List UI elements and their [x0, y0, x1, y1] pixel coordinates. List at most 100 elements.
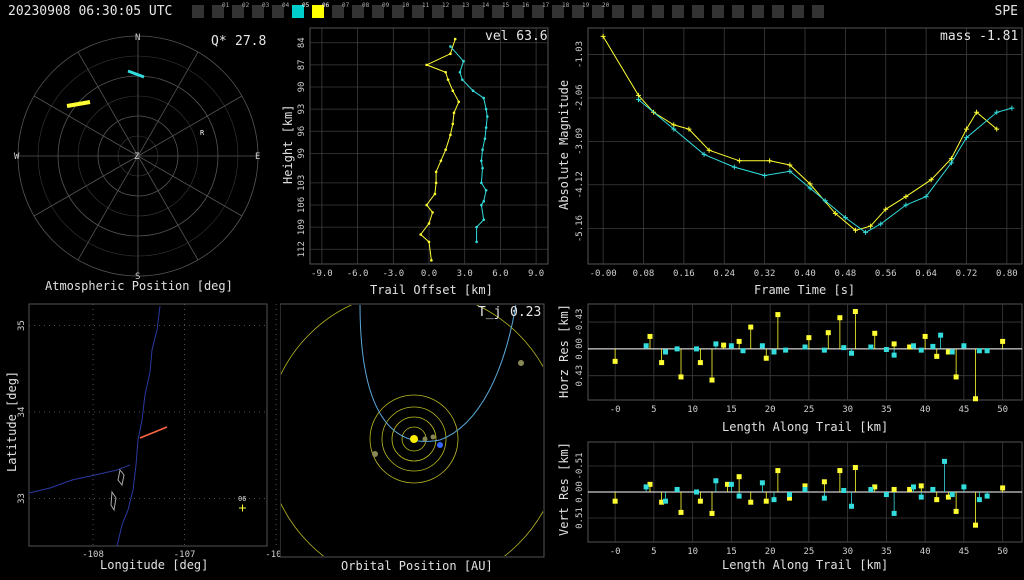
- residual-point: [891, 341, 897, 347]
- residual-point: [852, 465, 858, 471]
- timestamp: 20230908 06:30:05 UTC: [8, 4, 173, 19]
- y-tick-label: 99: [297, 148, 307, 159]
- data-point: [963, 126, 969, 132]
- data-point: [425, 203, 428, 207]
- y-tick-label: 33: [17, 493, 27, 504]
- data-point: [686, 126, 692, 132]
- polar-spoke: [137, 95, 243, 157]
- data-point: [430, 259, 433, 262]
- camera-tick-box: [332, 5, 344, 18]
- data-point: [433, 192, 437, 196]
- x-tick-label: -0: [610, 405, 621, 415]
- data-point: [481, 148, 484, 151]
- x-tick-label: 0.40: [794, 269, 816, 279]
- data-point: [852, 227, 858, 233]
- residual-point: [918, 347, 924, 353]
- x-tick-label: 0.32: [754, 269, 776, 279]
- residual-point: [612, 358, 618, 364]
- residual-point: [953, 374, 959, 380]
- data-point: [482, 96, 486, 100]
- residual-point: [945, 494, 951, 500]
- data-point: [787, 162, 793, 168]
- residual-point: [663, 349, 668, 355]
- x-tick-label: 50: [997, 547, 1008, 557]
- sun-icon: [410, 435, 418, 443]
- residual-point: [849, 503, 854, 509]
- y-tick-label: -1.03: [575, 41, 585, 68]
- data-point: [484, 188, 488, 192]
- residual-point: [883, 347, 889, 353]
- x-tick-label: -107: [174, 550, 196, 560]
- residual-point: [868, 486, 874, 492]
- data-point: [475, 240, 478, 244]
- data-point: [425, 63, 428, 67]
- trail-ylabel: Height [km]: [281, 105, 295, 184]
- data-point: [787, 168, 793, 174]
- data-point: [868, 223, 874, 229]
- x-tick-label: 0.64: [915, 269, 937, 279]
- camera-tick-box: [512, 5, 524, 18]
- residual-point: [647, 333, 653, 339]
- x-tick-label: -108: [82, 550, 104, 560]
- x-tick-label: 40: [920, 405, 931, 415]
- data-point: [883, 206, 889, 212]
- camera-tick-box: [552, 5, 564, 18]
- residual-point: [961, 343, 967, 349]
- camera-tick-box: [672, 5, 684, 18]
- x-tick-label: 3.0: [457, 269, 473, 279]
- planet-venus: [430, 434, 436, 440]
- orbit-frame: [279, 303, 545, 558]
- data-point: [452, 111, 456, 115]
- residual-point: [694, 346, 699, 352]
- residual-point: [783, 347, 789, 353]
- data-point: [863, 229, 869, 235]
- residual-point: [953, 508, 959, 514]
- data-point: [928, 177, 934, 183]
- residual-point: [1000, 485, 1006, 491]
- camera-tick-box: [212, 5, 224, 18]
- series-line: [638, 99, 1013, 233]
- residual-point: [709, 510, 715, 516]
- tj-label: T_j: [478, 305, 501, 320]
- camera-tick-label: 04: [282, 2, 290, 9]
- data-point: [1009, 105, 1015, 111]
- x-tick-label: 25: [803, 547, 814, 557]
- horz-res-ylabel: Horz Res [km]: [557, 304, 571, 398]
- polar-grid: [17, 35, 259, 277]
- data-point: [994, 109, 1000, 115]
- lonlat-ylabel: Latitude [deg]: [5, 371, 19, 472]
- camera-tick-label: 15: [502, 2, 510, 9]
- y-tick-label: 0.00: [575, 481, 585, 503]
- series-line: [450, 46, 488, 242]
- residual-point: [612, 498, 618, 504]
- planet-earth: [437, 442, 443, 448]
- residual-point: [721, 342, 727, 348]
- terrain-outline: [110, 468, 125, 512]
- residual-point: [659, 360, 665, 366]
- camera-tick-label: 03: [262, 2, 270, 9]
- residual-point: [922, 333, 928, 339]
- residual-point: [748, 324, 754, 330]
- x-tick-label: 6.0: [492, 269, 508, 279]
- residual-point: [643, 343, 649, 349]
- residual-point: [771, 349, 777, 355]
- residual-point: [802, 344, 808, 350]
- q-value: 27.8: [235, 34, 266, 49]
- data-point: [475, 225, 478, 229]
- data-point: [451, 89, 455, 92]
- x-tick-label: 0.08: [633, 269, 655, 279]
- residual-point: [736, 338, 742, 344]
- camera-tick-box: [192, 5, 204, 18]
- x-tick-label: -0: [610, 547, 621, 557]
- orbit-plot: T_j 0.23 Orbital Position [AU]: [279, 303, 545, 573]
- residual-point: [759, 343, 765, 349]
- camera-tick-label: 11: [422, 2, 430, 9]
- data-point: [457, 100, 461, 104]
- data-point: [471, 89, 475, 92]
- residual-point: [663, 498, 668, 504]
- residual-point: [643, 484, 649, 490]
- data-point: [878, 221, 884, 227]
- data-point: [948, 156, 954, 162]
- camera-tick-box: [712, 5, 724, 18]
- lightcurve-ylabel: Absolute Magnitude: [557, 80, 571, 210]
